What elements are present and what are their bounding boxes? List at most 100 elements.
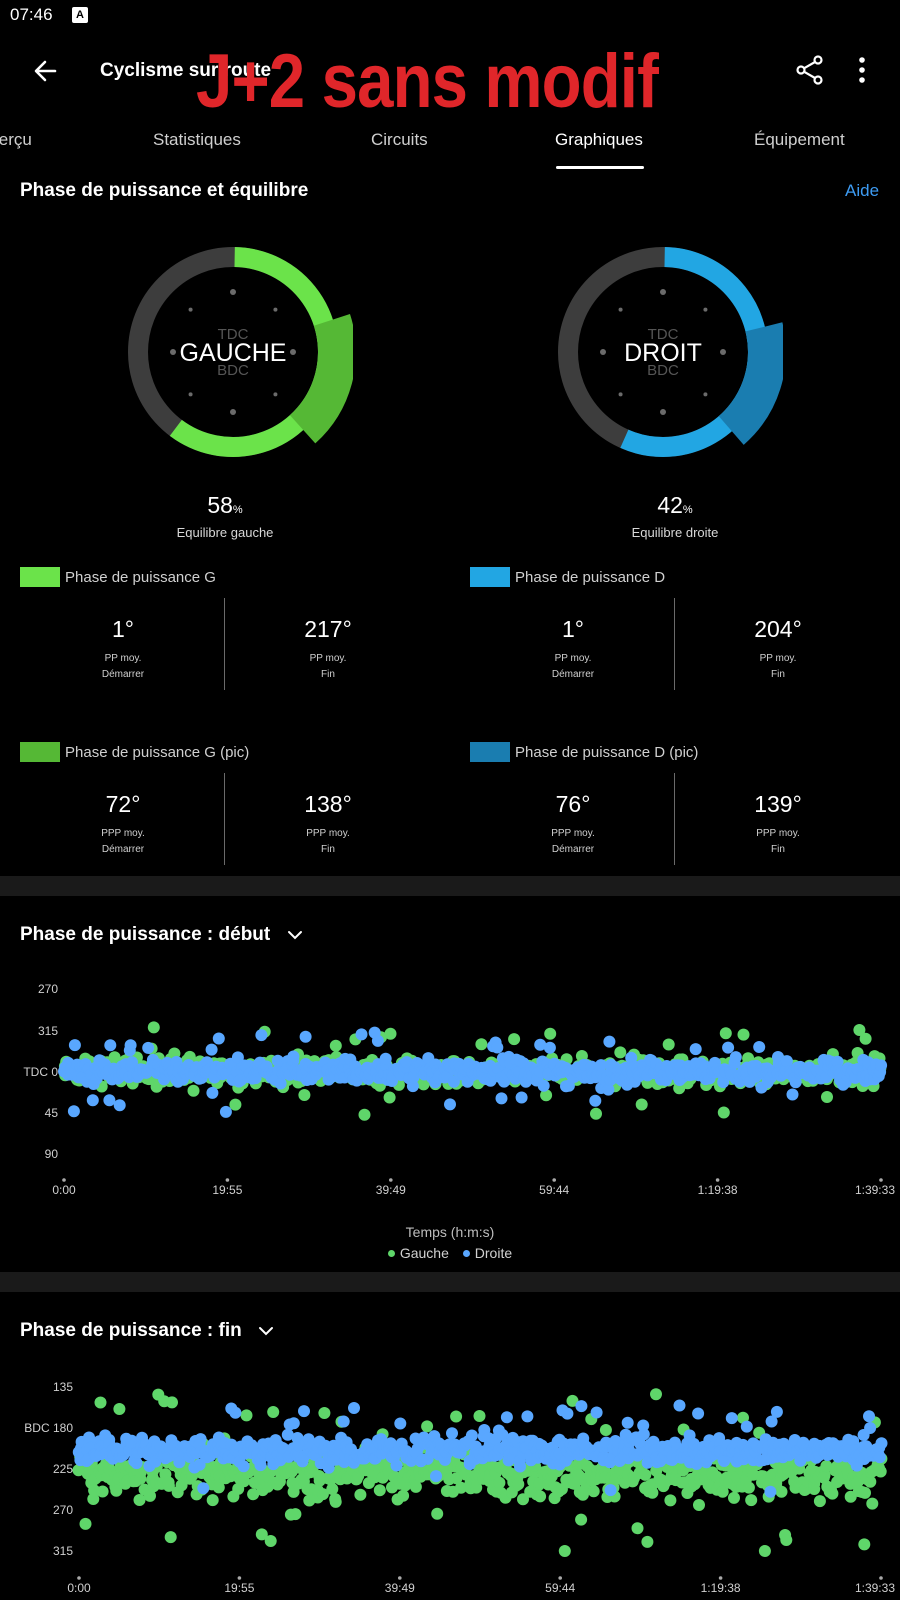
- data-point-droite: [299, 1030, 312, 1043]
- ring-dot: [600, 349, 606, 355]
- data-point-gauche: [817, 1471, 830, 1484]
- data-point-gauche: [329, 1039, 342, 1052]
- tab-apercu[interactable]: Aperçu: [0, 130, 32, 149]
- ring-dot: [230, 289, 236, 295]
- metric-value: 76°: [555, 791, 591, 817]
- data-point-gauche: [267, 1406, 280, 1418]
- chevron-down-icon[interactable]: [256, 1321, 276, 1341]
- chart-legend: Gauche Droite: [0, 1245, 900, 1261]
- x-tick-mark: [62, 1178, 66, 1182]
- right-balance-number: 42: [657, 492, 683, 518]
- data-point-droite: [575, 1400, 588, 1413]
- data-point-gauche: [716, 1485, 729, 1498]
- x-tick-mark: [225, 1178, 230, 1182]
- data-point-gauche: [298, 1089, 311, 1101]
- data-point-gauche: [212, 1481, 225, 1494]
- tab-equipement[interactable]: Équipement: [754, 130, 845, 149]
- data-point-gauche: [859, 1032, 872, 1045]
- legend-label: Droite: [474, 1245, 513, 1261]
- right-peak-arc: [718, 322, 783, 445]
- data-point-droite: [589, 1094, 602, 1107]
- data-point-droite: [521, 1410, 534, 1423]
- data-point-droite: [104, 1039, 117, 1052]
- back-arrow-icon[interactable]: [28, 54, 62, 88]
- left-balance-value: 58%: [125, 492, 325, 519]
- ring-dot: [720, 349, 726, 355]
- x-tick-mark: [77, 1576, 81, 1580]
- metric-value: 204°: [754, 616, 802, 642]
- x-tick-label: 39:49: [376, 1183, 406, 1197]
- metric-value: 1°: [562, 616, 584, 642]
- data-point-gauche: [164, 1531, 177, 1544]
- x-tick-label: 59:44: [539, 1183, 569, 1197]
- data-point-droite: [430, 1470, 442, 1483]
- section-separator: [0, 1272, 900, 1292]
- data-point-gauche: [635, 1098, 648, 1111]
- data-point-droite: [371, 1034, 384, 1047]
- data-point-gauche: [326, 1483, 339, 1495]
- data-point-gauche: [575, 1513, 588, 1526]
- tab-circuits[interactable]: Circuits: [371, 130, 428, 149]
- metric-sub: PP moy.: [554, 653, 592, 664]
- page-title: Cyclisme sur route: [100, 60, 272, 81]
- data-point-gauche: [354, 1488, 367, 1501]
- data-point-droite: [673, 1399, 686, 1412]
- chart-end-title[interactable]: Phase de puissance : fin: [20, 1320, 242, 1341]
- data-point-gauche: [858, 1538, 871, 1551]
- metric-sub: Démarrer: [101, 669, 145, 680]
- y-tick-label: 315: [38, 1024, 58, 1038]
- bdc-label: BDC: [647, 362, 679, 379]
- data-point-gauche: [693, 1499, 705, 1511]
- help-link[interactable]: Aide: [845, 181, 880, 200]
- tab-statistiques[interactable]: Statistiques: [153, 130, 241, 149]
- data-point-droite: [212, 1032, 225, 1045]
- data-point-gauche: [384, 1027, 397, 1040]
- data-point-gauche: [206, 1494, 219, 1507]
- ring-dot: [660, 409, 666, 415]
- data-point-gauche: [859, 1486, 871, 1499]
- share-icon[interactable]: [794, 54, 826, 86]
- data-point-gauche: [864, 1475, 877, 1488]
- data-point-droite: [337, 1415, 350, 1428]
- data-point-gauche: [587, 1485, 600, 1498]
- data-point-gauche: [240, 1409, 253, 1422]
- metric-sub: Fin: [321, 844, 335, 855]
- data-point-gauche: [397, 1489, 410, 1502]
- notification-icon: A: [72, 7, 88, 23]
- data-point-droite: [193, 1458, 206, 1471]
- data-point-droite: [113, 1099, 126, 1112]
- percent-unit: %: [682, 504, 693, 516]
- ring-dot: [618, 307, 623, 312]
- data-point-gauche: [110, 1484, 123, 1497]
- data-point-gauche: [540, 1089, 553, 1102]
- data-point-gauche: [728, 1491, 740, 1504]
- data-point-gauche: [719, 1027, 732, 1040]
- data-point-droite: [103, 1094, 116, 1107]
- right-peak-swatch: [470, 742, 510, 762]
- data-point-droite: [237, 1460, 250, 1473]
- data-point-droite: [500, 1411, 513, 1424]
- more-options-icon[interactable]: [850, 52, 874, 88]
- data-point-gauche: [329, 1495, 342, 1508]
- data-point-droite: [67, 1105, 80, 1118]
- data-point-droite: [407, 1071, 420, 1084]
- data-point-droite: [496, 1428, 509, 1441]
- data-point-gauche: [558, 1545, 571, 1557]
- x-tick-label: 19:55: [224, 1581, 254, 1595]
- status-bar: 07:46 A: [0, 0, 900, 32]
- chart-start-title[interactable]: Phase de puissance : début: [20, 924, 271, 945]
- data-point-droite: [255, 1029, 268, 1042]
- data-point-droite: [637, 1428, 650, 1441]
- divider: [674, 598, 675, 690]
- x-axis-title: Temps (h:m:s): [405, 1224, 495, 1240]
- section-separator: [0, 876, 900, 896]
- data-point-gauche: [473, 1410, 486, 1422]
- x-tick-mark: [552, 1178, 556, 1182]
- data-point-gauche: [87, 1493, 100, 1505]
- data-point-droite: [602, 1083, 615, 1096]
- tab-graphiques[interactable]: Graphiques: [555, 130, 643, 149]
- chevron-down-icon[interactable]: [285, 925, 305, 945]
- data-point-droite: [355, 1028, 368, 1041]
- ring-dot: [618, 392, 623, 397]
- data-point-droite: [124, 1039, 137, 1052]
